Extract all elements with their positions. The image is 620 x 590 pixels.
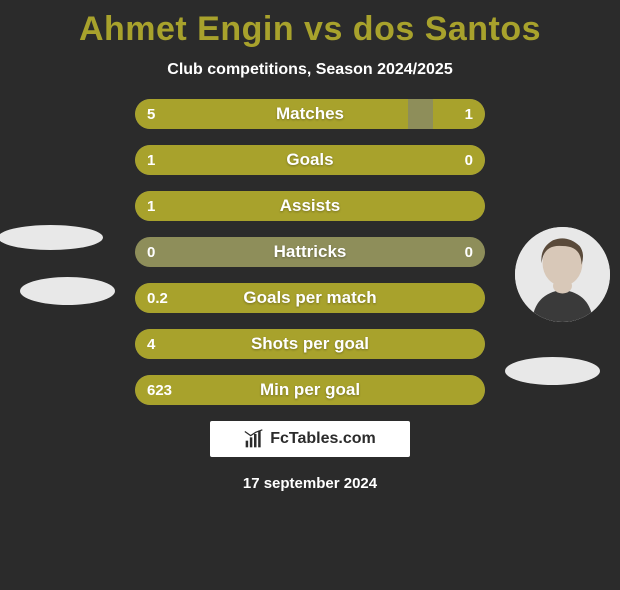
brand-text: FcTables.com — [270, 430, 376, 448]
stat-label: Hattricks — [135, 237, 485, 267]
stat-bar-row: 623Min per goal — [135, 375, 485, 405]
avatar-left-shadow — [20, 277, 115, 305]
stat-bar-row: 10Goals — [135, 145, 485, 175]
avatar-left-shadow-top — [0, 225, 103, 250]
stat-bar-row: 0.2Goals per match — [135, 283, 485, 313]
avatar-right — [515, 227, 610, 322]
stat-bars: 51Matches 10Goals 1Assists 00Hattricks 0.2Go… — [135, 99, 485, 405]
stat-label: Goals per match — [135, 283, 485, 313]
stat-label: Min per goal — [135, 375, 485, 405]
stat-bar-row: 1Assists — [135, 191, 485, 221]
stat-label: Shots per goal — [135, 329, 485, 359]
stat-bar-row: 51Matches — [135, 99, 485, 129]
subtitle: Club competitions, Season 2024/2025 — [0, 61, 620, 79]
footer-date: 17 september 2024 — [0, 475, 620, 492]
stat-label: Assists — [135, 191, 485, 221]
comparison-chart: 51Matches 10Goals 1Assists 00Hattricks 0.2Go… — [0, 99, 620, 405]
bar-chart-icon — [244, 429, 264, 449]
page-title: Ahmet Engin vs dos Santos — [0, 10, 620, 49]
brand-logo: FcTables.com — [210, 421, 410, 457]
stat-bar-row: 4Shots per goal — [135, 329, 485, 359]
avatar-right-shadow — [505, 357, 600, 385]
stat-bar-row: 00Hattricks — [135, 237, 485, 267]
stat-label: Goals — [135, 145, 485, 175]
player-silhouette-icon — [515, 227, 610, 322]
stat-label: Matches — [135, 99, 485, 129]
